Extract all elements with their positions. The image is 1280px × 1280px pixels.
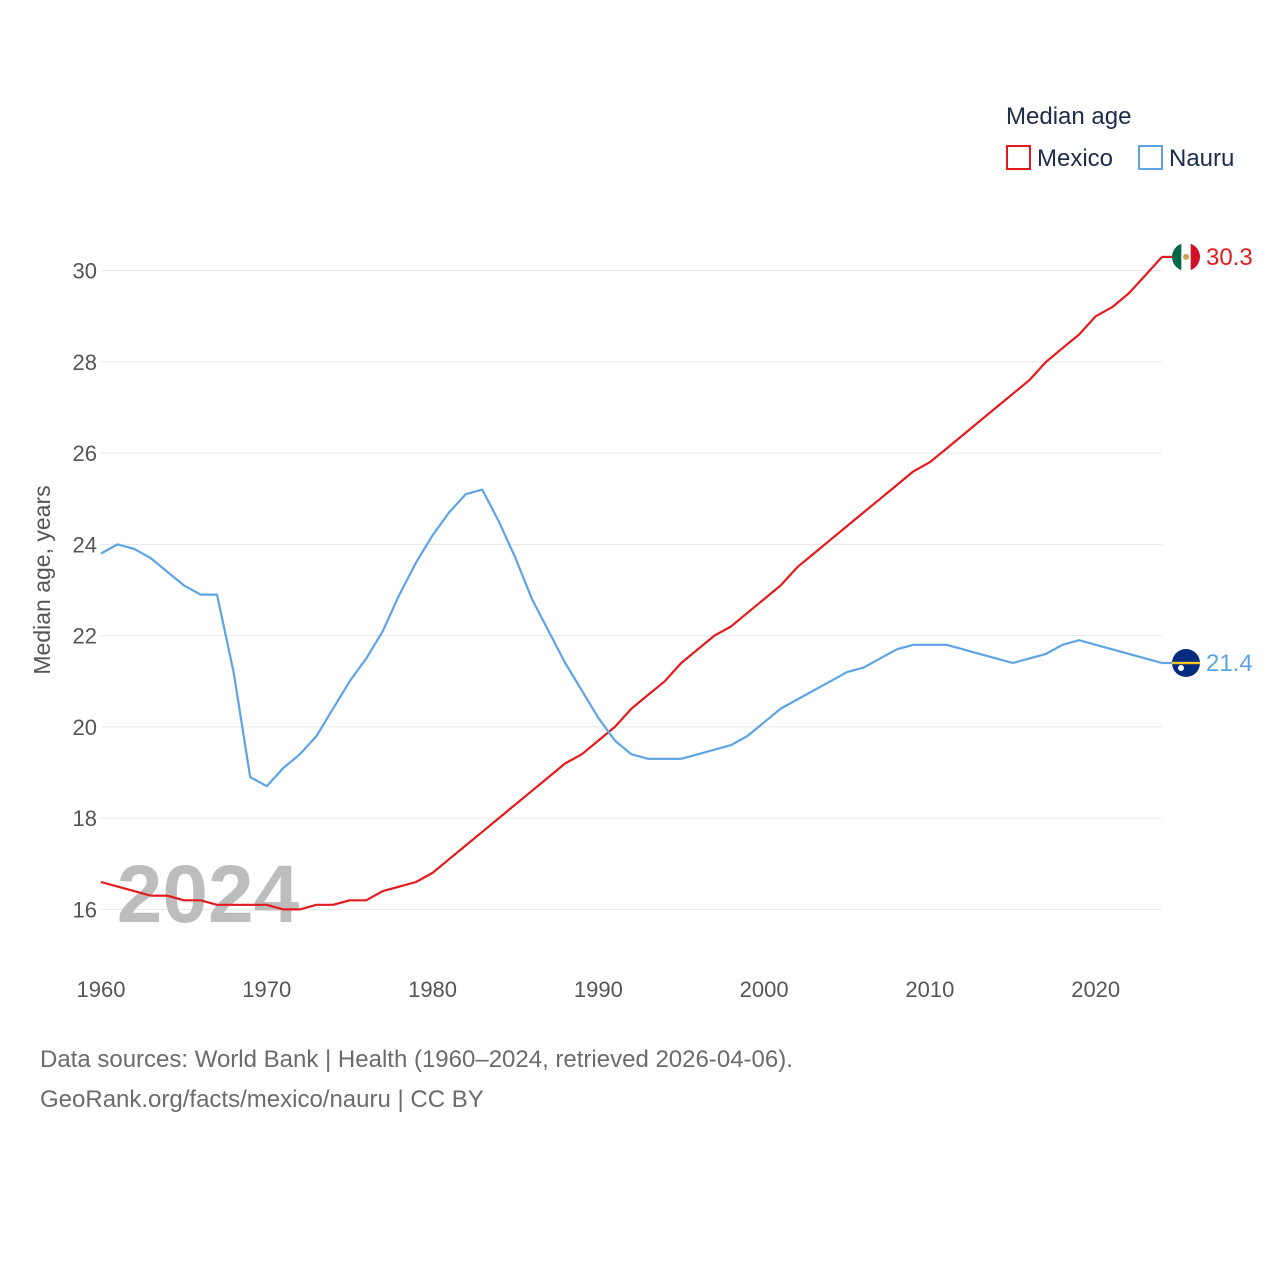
line-chart: 16 18 20 22 24 26 28 30 1960 1970 1980 1990 2000 201…: [29, 103, 1253, 1002]
nauru-flag-icon: [1172, 649, 1200, 677]
gridlines: [101, 270, 1162, 910]
y-tick-label: 16: [73, 897, 97, 922]
y-tick-label: 28: [73, 350, 97, 375]
y-axis-title: Median age, years: [29, 485, 55, 674]
legend-item-mexico[interactable]: Mexico: [1006, 145, 1113, 172]
legend-swatch-mexico: [1006, 145, 1031, 170]
x-axis-ticks: 1960 1970 1980 1990 2000 2010 2020: [77, 977, 1121, 1002]
legend-title: Median age: [1006, 103, 1131, 130]
y-tick-label: 20: [73, 715, 97, 740]
series-line-nauru[interactable]: [100, 488, 1163, 788]
end-label-mexico: 30.3: [1206, 244, 1253, 271]
footer: Data sources: World Bank | Health (1960–…: [40, 1040, 793, 1120]
x-tick-label: 1970: [242, 977, 291, 1002]
y-axis-ticks: 16 18 20 22 24 26 28 30: [73, 259, 97, 923]
y-tick-label: 26: [73, 441, 97, 466]
y-tick-label: 18: [73, 806, 97, 831]
legend-label-mexico: Mexico: [1037, 145, 1113, 172]
source-link[interactable]: GeoRank.org/facts/mexico/nauru | CC BY: [40, 1086, 484, 1113]
mexico-flag-icon: [1172, 242, 1200, 271]
series-lines: [100, 255, 1178, 911]
end-label-nauru: 21.4: [1206, 650, 1253, 677]
legend-item-nauru[interactable]: Nauru: [1138, 145, 1234, 172]
x-tick-label: 1960: [77, 977, 126, 1002]
data-sources-text: Data sources: World Bank | Health (1960–…: [40, 1046, 793, 1073]
x-tick-label: 2000: [740, 977, 789, 1002]
series-line-mexico[interactable]: [100, 256, 1163, 911]
y-tick-label: 22: [73, 624, 97, 649]
y-tick-label: 24: [73, 532, 97, 557]
legend-label-nauru: Nauru: [1169, 145, 1234, 172]
x-tick-label: 2010: [905, 977, 954, 1002]
x-tick-label: 1990: [574, 977, 623, 1002]
x-tick-label: 2020: [1071, 977, 1120, 1002]
x-tick-label: 1980: [408, 977, 457, 1002]
y-tick-label: 30: [73, 259, 97, 284]
legend-swatch-nauru: [1138, 145, 1163, 170]
